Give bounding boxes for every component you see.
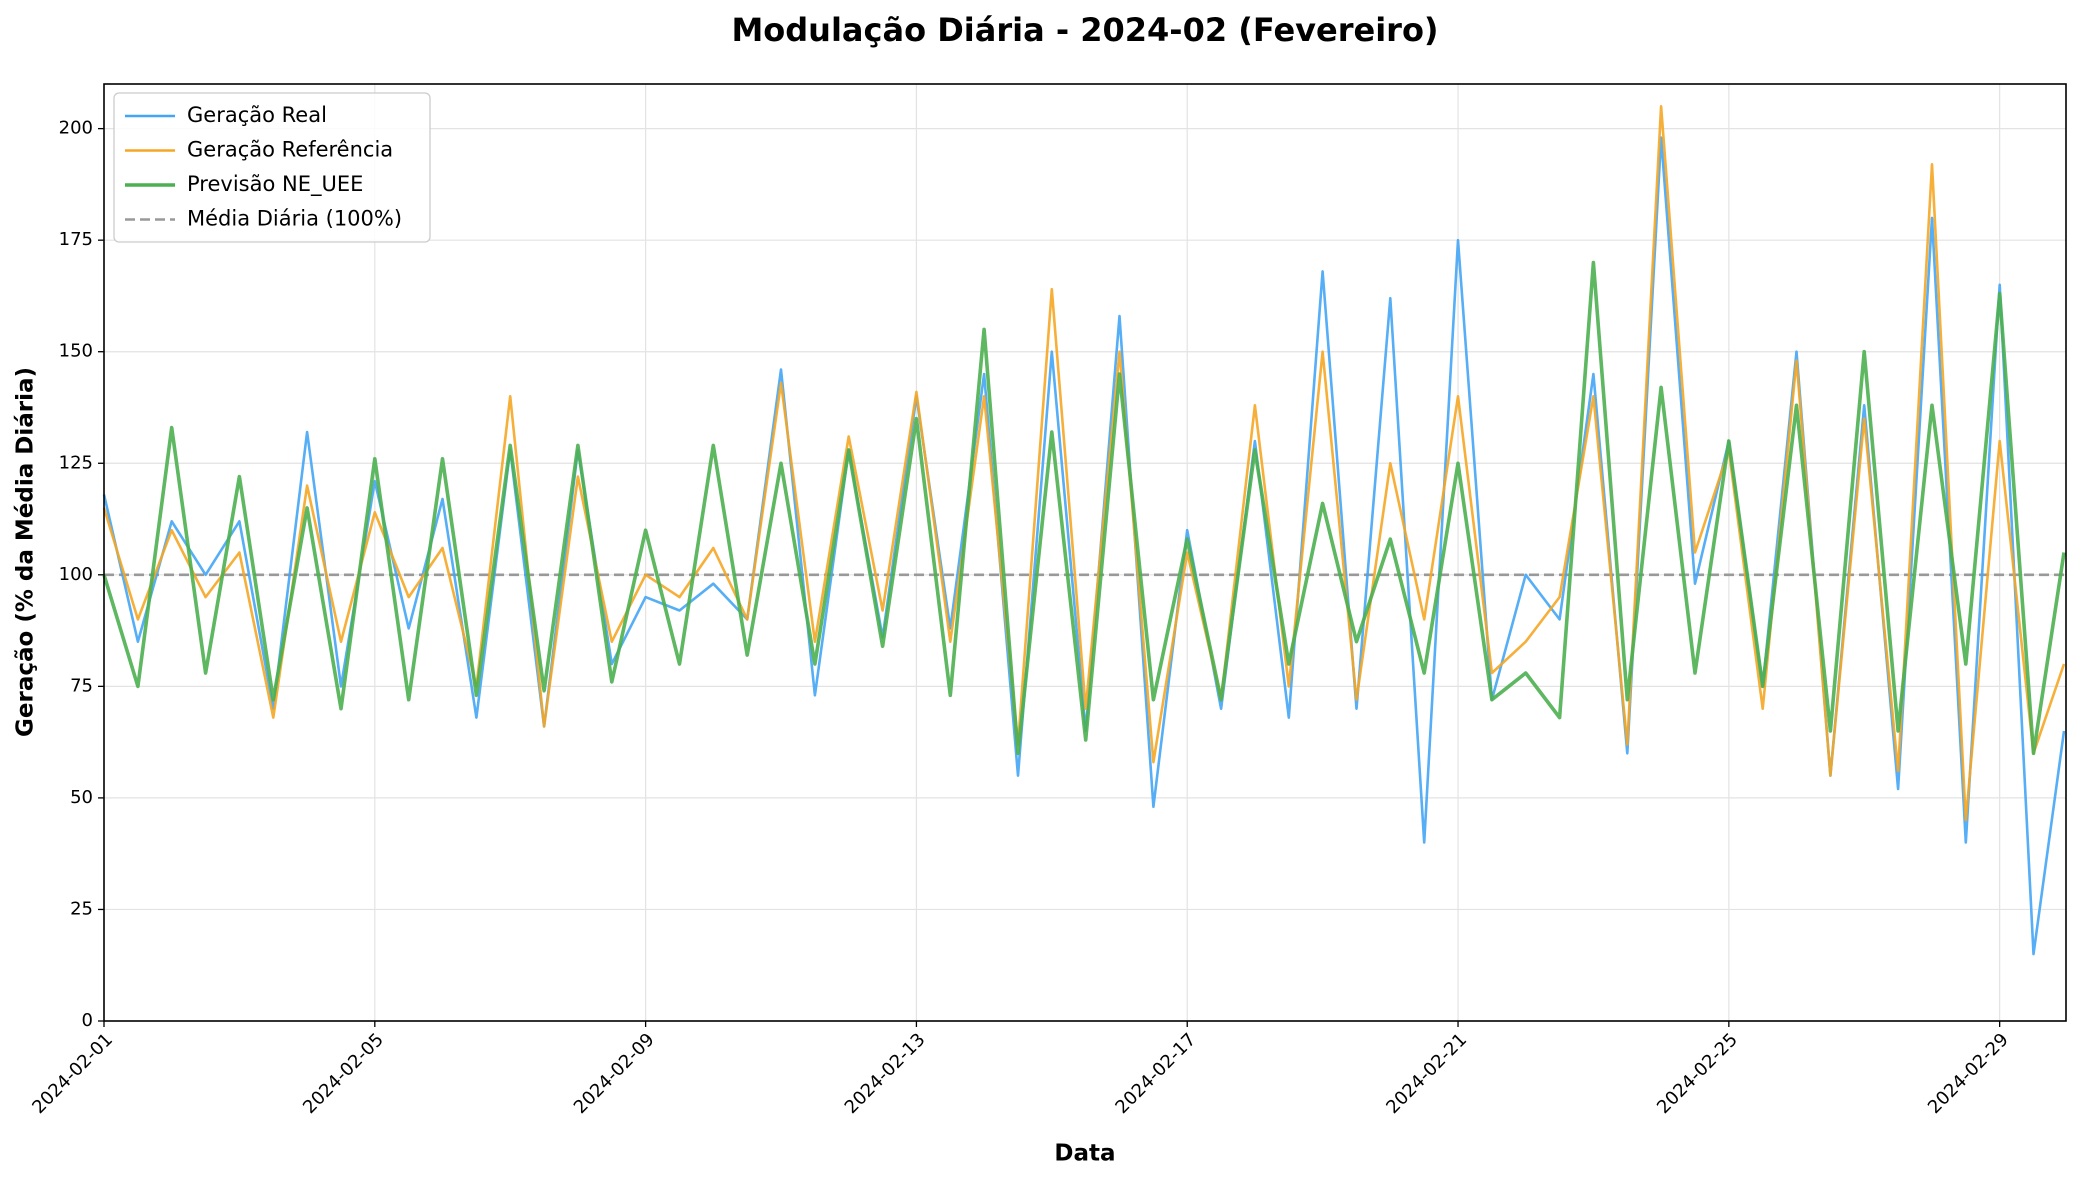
- x-tick-label: 2024-02-13: [841, 1029, 930, 1118]
- series-line: [102, 136, 2066, 956]
- x-tick-label: 2024-02-01: [28, 1029, 117, 1118]
- x-tick-label: 2024-02-25: [1653, 1029, 1742, 1118]
- legend-label: Geração Real: [187, 103, 327, 127]
- x-tick-label: 2024-02-29: [1924, 1029, 2013, 1118]
- legend-label: Média Diária (100%): [187, 207, 402, 231]
- legend-box: [113, 92, 431, 243]
- series-line: [102, 105, 2066, 822]
- y-tick-label: 0: [82, 1010, 93, 1031]
- x-tick-label: 2024-02-09: [570, 1029, 659, 1118]
- y-tick-label: 25: [70, 898, 93, 919]
- y-tick-label: 75: [70, 675, 93, 696]
- y-tick-label: 175: [59, 229, 93, 250]
- y-axis-label: Geração (% da Média Diária): [13, 367, 39, 737]
- chart-title: Modulação Diária - 2024-02 (Fevereiro): [731, 11, 1438, 49]
- y-tick-label: 50: [70, 787, 93, 808]
- legend-label: Previsão NE_UEE: [187, 172, 363, 197]
- series-line: [102, 260, 2066, 756]
- legend-label: Geração Referência: [187, 138, 393, 162]
- plot-frame: [103, 83, 2067, 1022]
- y-tick-label: 100: [59, 564, 93, 585]
- x-tick-label: 2024-02-21: [1382, 1029, 1471, 1118]
- x-axis-label: Data: [1054, 1141, 1115, 1167]
- x-tick-label: 2024-02-05: [299, 1029, 388, 1118]
- y-tick-label: 150: [59, 341, 93, 362]
- y-tick-label: 125: [59, 452, 93, 473]
- legend: Geração Real Geração Referência Previsão N…: [113, 92, 431, 243]
- x-tick-label: 2024-02-17: [1111, 1029, 1200, 1118]
- y-tick-label: 200: [59, 118, 93, 139]
